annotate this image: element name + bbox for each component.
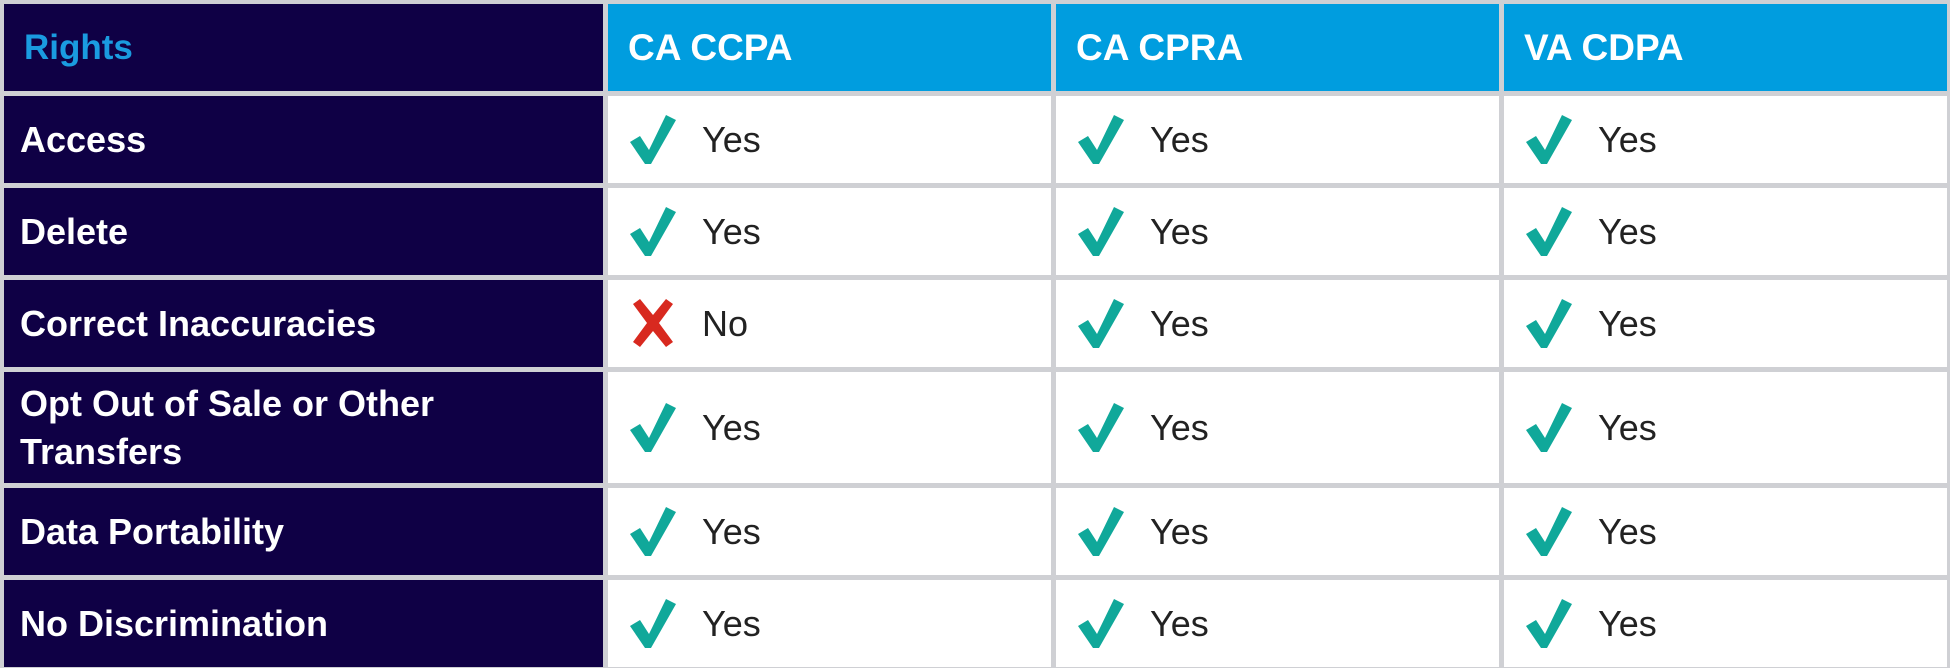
value-text: Yes [702, 510, 761, 552]
value-cell: No [608, 280, 1051, 367]
rights-table: Rights CA CCPA CA CPRA VA CDPA Access Ye… [4, 4, 1947, 667]
check-icon [628, 112, 678, 167]
check-icon [628, 596, 678, 651]
value-cell: Yes [608, 488, 1051, 575]
value-text: Yes [1150, 602, 1209, 644]
value-cell: Yes [1056, 580, 1499, 667]
value-cell: Yes [1056, 96, 1499, 183]
row-label: Data Portability [4, 488, 603, 575]
check-icon [1524, 112, 1574, 167]
value-text: Yes [1150, 510, 1209, 552]
cross-icon [628, 296, 678, 351]
value-text: Yes [702, 118, 761, 160]
value-text: Yes [702, 602, 761, 644]
value-cell: Yes [1056, 188, 1499, 275]
check-icon [1524, 400, 1574, 455]
value-text: Yes [1598, 406, 1657, 448]
header-cell: CA CPRA [1056, 4, 1499, 91]
value-cell: Yes [608, 96, 1051, 183]
value-cell: Yes [1056, 280, 1499, 367]
value-text: Yes [1150, 118, 1209, 160]
check-icon [1076, 596, 1126, 651]
check-icon [1524, 596, 1574, 651]
value-text: Yes [1150, 210, 1209, 252]
header-cell: CA CCPA [608, 4, 1051, 91]
value-cell: Yes [608, 188, 1051, 275]
check-icon [628, 204, 678, 259]
value-text: Yes [1598, 602, 1657, 644]
check-icon [1524, 296, 1574, 351]
row-label: Opt Out of Sale or Other Transfers [4, 372, 603, 483]
check-icon [1076, 204, 1126, 259]
row-label: No Discrimination [4, 580, 603, 667]
value-cell: Yes [1504, 96, 1947, 183]
value-text: Yes [1598, 302, 1657, 344]
value-cell: Yes [1056, 488, 1499, 575]
check-icon [1076, 112, 1126, 167]
header-cell: Rights [4, 4, 603, 91]
check-icon [628, 504, 678, 559]
row-label: Correct Inaccuracies [4, 280, 603, 367]
value-cell: Yes [1056, 372, 1499, 483]
value-text: Yes [702, 406, 761, 448]
check-icon [628, 400, 678, 455]
value-text: Yes [1598, 210, 1657, 252]
value-text: No [702, 302, 749, 344]
check-icon [1524, 504, 1574, 559]
value-text: Yes [1598, 510, 1657, 552]
value-cell: Yes [608, 580, 1051, 667]
row-label: Access [4, 96, 603, 183]
check-icon [1076, 296, 1126, 351]
value-text: Yes [1150, 302, 1209, 344]
check-icon [1076, 400, 1126, 455]
header-cell: VA CDPA [1504, 4, 1947, 91]
value-cell: Yes [1504, 580, 1947, 667]
check-icon [1076, 504, 1126, 559]
value-text: Yes [1598, 118, 1657, 160]
value-text: Yes [702, 210, 761, 252]
value-cell: Yes [1504, 488, 1947, 575]
value-text: Yes [1150, 406, 1209, 448]
value-cell: Yes [608, 372, 1051, 483]
check-icon [1524, 204, 1574, 259]
value-cell: Yes [1504, 280, 1947, 367]
value-cell: Yes [1504, 188, 1947, 275]
row-label: Delete [4, 188, 603, 275]
value-cell: Yes [1504, 372, 1947, 483]
